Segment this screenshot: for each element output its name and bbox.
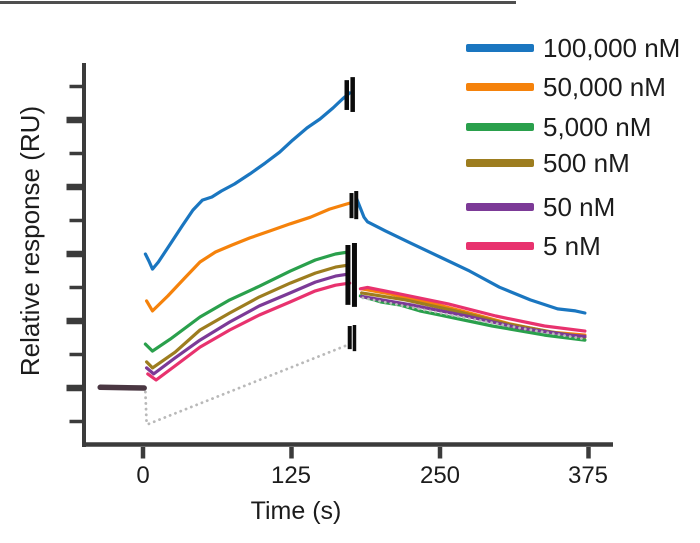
legend-item-50000nM: 50,000 nM: [466, 70, 666, 104]
x-tick-label-0: 0: [136, 462, 150, 489]
legend-swatch-100000nM: [466, 44, 534, 52]
legend-swatch-50000nM: [466, 83, 534, 91]
y-axis-label: Relative response (RU): [15, 105, 45, 377]
reference-blank-dissociation: [361, 296, 587, 341]
legend-item-100000nM: 100,000 nM: [466, 31, 680, 65]
series-pink-dissociation: [358, 285, 587, 333]
legend-swatch-5000nM: [466, 123, 534, 131]
legend-swatch-50nM: [466, 203, 534, 211]
reference-blank-drop: [143, 390, 149, 426]
baseline-segment: [97, 384, 147, 391]
series-orange-association: [145, 201, 352, 313]
legend-label-50000nM: 50,000 nM: [543, 72, 666, 102]
x-tick-label-250: 250: [419, 462, 461, 489]
figure-top-border: [0, 1, 516, 4]
series-green-association: [143, 250, 351, 353]
legend-item-5nM: 5 nM: [466, 229, 601, 263]
series-pink-association: [146, 281, 352, 382]
x-axis-label: Time (s): [250, 497, 342, 525]
legend-label-5nM: 5 nM: [543, 231, 601, 261]
series-green-dissociation: [358, 294, 587, 342]
series-blue-dissociation: [355, 197, 587, 315]
legend-label-100000nM: 100,000 nM: [543, 33, 681, 63]
series-dark-yellow-association: [145, 263, 351, 370]
legend-item-50nM: 50 nM: [466, 190, 615, 224]
legend-label-50nM: 50 nM: [543, 192, 616, 222]
x-tick-label-375: 375: [567, 462, 609, 489]
legend-label-500nM: 500 nM: [543, 148, 630, 178]
legend-label-5000nM: 5,000 nM: [543, 112, 652, 142]
legend-swatch-5nM: [466, 242, 534, 250]
x-tick-label-125: 125: [270, 462, 312, 489]
legend: 100,000 nM 50,000 nM 5,000 nM 500 nM 50 …: [466, 0, 700, 285]
legend-swatch-500nM: [466, 159, 534, 167]
legend-item-500nM: 500 nM: [466, 146, 630, 180]
legend-item-5000nM: 5,000 nM: [466, 110, 651, 144]
series-dark-yellow-dissociation: [360, 291, 587, 339]
series-blue-association: [143, 91, 352, 271]
series-purple-association: [145, 272, 351, 376]
reference-blank-rise: [147, 343, 349, 426]
series-purple-dissociation: [360, 294, 587, 338]
